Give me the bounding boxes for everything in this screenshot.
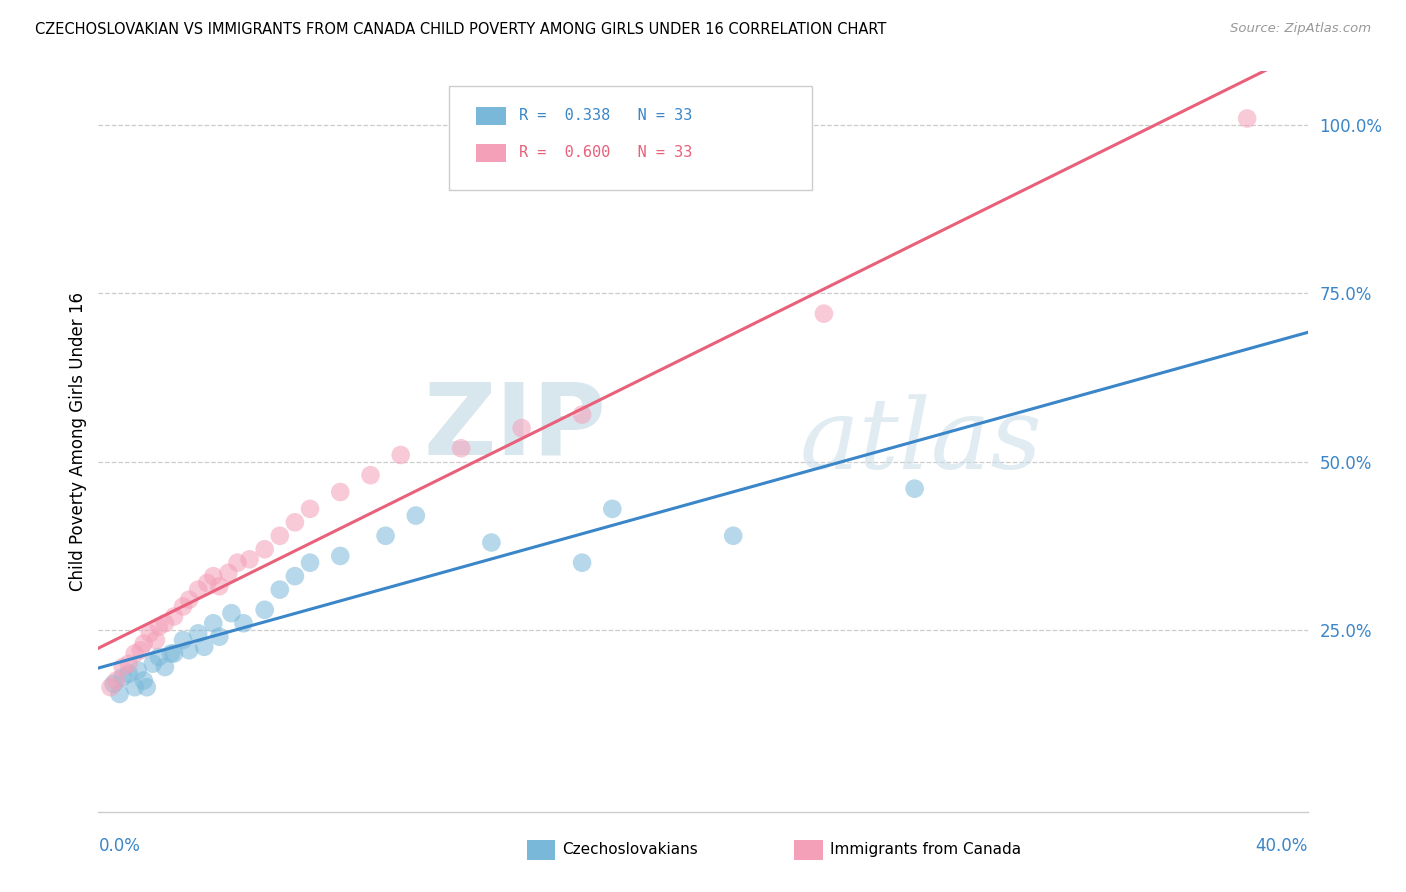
Point xyxy=(813,307,835,321)
Point xyxy=(135,680,157,694)
Point xyxy=(145,633,167,648)
Point xyxy=(450,442,472,456)
Text: R =  0.600   N = 33: R = 0.600 N = 33 xyxy=(519,145,693,161)
Point xyxy=(284,569,307,583)
Point xyxy=(193,640,215,654)
Point xyxy=(329,549,352,563)
Point xyxy=(124,680,146,694)
Point xyxy=(132,636,155,650)
Point xyxy=(226,556,249,570)
Text: R =  0.338   N = 33: R = 0.338 N = 33 xyxy=(519,108,693,123)
Point xyxy=(103,677,125,691)
Point xyxy=(299,501,322,516)
Text: CZECHOSLOVAKIAN VS IMMIGRANTS FROM CANADA CHILD POVERTY AMONG GIRLS UNDER 16 COR: CZECHOSLOVAKIAN VS IMMIGRANTS FROM CANAD… xyxy=(35,22,887,37)
Point xyxy=(129,643,152,657)
Text: ZIP: ZIP xyxy=(423,378,606,475)
Point xyxy=(163,609,186,624)
Text: atlas: atlas xyxy=(800,394,1042,489)
Point xyxy=(108,687,131,701)
Point xyxy=(721,529,744,543)
Text: Immigrants from Canada: Immigrants from Canada xyxy=(830,842,1021,856)
Point xyxy=(1236,112,1258,126)
Point xyxy=(299,556,322,570)
Point xyxy=(904,482,927,496)
Point xyxy=(221,606,243,620)
Point xyxy=(208,630,231,644)
Point xyxy=(132,673,155,688)
Point xyxy=(139,626,162,640)
Point xyxy=(142,657,165,671)
Point xyxy=(232,616,254,631)
Point xyxy=(187,582,209,597)
Text: Czechoslovakians: Czechoslovakians xyxy=(562,842,699,856)
Point xyxy=(100,680,122,694)
Point xyxy=(148,649,170,664)
FancyBboxPatch shape xyxy=(449,87,811,190)
Point xyxy=(124,647,146,661)
Point xyxy=(269,529,291,543)
Point xyxy=(571,556,593,570)
Point xyxy=(253,542,276,557)
Point xyxy=(111,670,134,684)
Point xyxy=(163,647,186,661)
Text: 40.0%: 40.0% xyxy=(1256,837,1308,855)
Point xyxy=(571,408,593,422)
Point xyxy=(202,569,225,583)
Y-axis label: Child Poverty Among Girls Under 16: Child Poverty Among Girls Under 16 xyxy=(69,292,87,591)
Text: 0.0%: 0.0% xyxy=(98,837,141,855)
Point xyxy=(208,579,231,593)
Point xyxy=(510,421,533,435)
Point xyxy=(160,647,183,661)
Point xyxy=(239,552,262,566)
Point xyxy=(389,448,412,462)
Point xyxy=(217,566,239,580)
Point xyxy=(187,626,209,640)
Point xyxy=(177,643,201,657)
Text: Source: ZipAtlas.com: Source: ZipAtlas.com xyxy=(1230,22,1371,36)
Point xyxy=(284,516,307,530)
Point xyxy=(195,575,218,590)
Point xyxy=(405,508,427,523)
Point xyxy=(111,660,134,674)
Point xyxy=(481,535,503,549)
Point xyxy=(172,633,194,648)
Point xyxy=(105,673,128,688)
Point xyxy=(177,592,201,607)
Point xyxy=(148,619,170,633)
Point xyxy=(153,660,176,674)
Point xyxy=(360,468,382,483)
Point xyxy=(118,657,141,671)
Point xyxy=(153,616,176,631)
Point xyxy=(127,664,149,678)
FancyBboxPatch shape xyxy=(475,106,506,125)
Point xyxy=(329,485,352,500)
Point xyxy=(253,603,276,617)
Point xyxy=(602,501,624,516)
Point xyxy=(118,666,141,681)
Point xyxy=(374,529,396,543)
FancyBboxPatch shape xyxy=(475,144,506,162)
Point xyxy=(202,616,225,631)
Point xyxy=(269,582,291,597)
Point xyxy=(172,599,194,614)
